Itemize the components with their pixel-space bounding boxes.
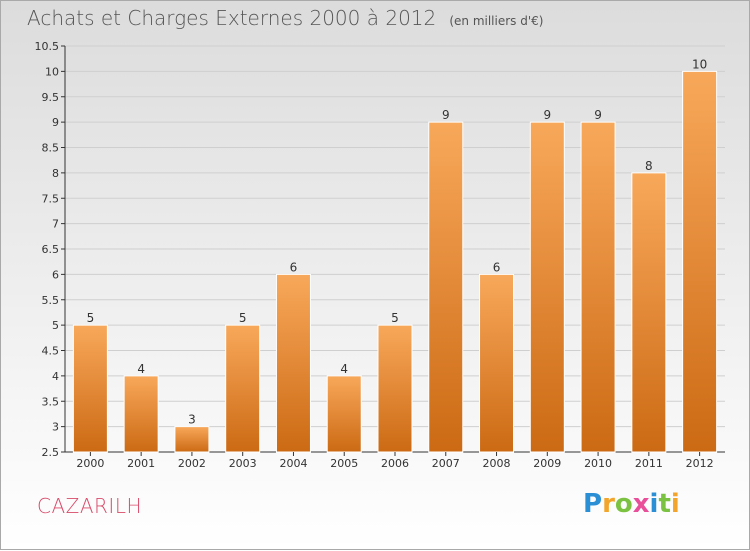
bar-value-label: 8 bbox=[645, 159, 653, 173]
bar-2006 bbox=[377, 324, 413, 453]
chart-subtitle: (en milliers d'€) bbox=[449, 14, 544, 28]
bar-value-label: 6 bbox=[493, 260, 501, 274]
bar-value-label: 9 bbox=[543, 108, 551, 122]
logo-letter: i bbox=[649, 489, 659, 519]
bar-2010 bbox=[580, 121, 616, 453]
x-tick-label: 2007 bbox=[432, 457, 460, 470]
bar-value-label: 5 bbox=[239, 311, 247, 325]
x-tick-label: 2011 bbox=[635, 457, 663, 470]
logo-letter: r bbox=[602, 489, 615, 519]
bar-2012 bbox=[682, 70, 718, 453]
bar-2000 bbox=[72, 324, 108, 453]
proxiti-logo[interactable]: Proxiti bbox=[583, 489, 680, 519]
bar-value-label: 3 bbox=[188, 413, 196, 427]
bar-2002 bbox=[174, 426, 210, 453]
x-tick-label: 2005 bbox=[330, 457, 358, 470]
logo-letter: i bbox=[670, 489, 680, 519]
x-tick-label: 2001 bbox=[127, 457, 155, 470]
y-tick-label: 9.5 bbox=[42, 91, 60, 104]
x-tick-label: 2004 bbox=[279, 457, 307, 470]
y-tick-label: 10 bbox=[45, 65, 59, 78]
bar-value-label: 5 bbox=[87, 311, 95, 325]
y-tick-label: 7 bbox=[52, 218, 59, 231]
x-tick-label: 2012 bbox=[686, 457, 714, 470]
commune-name: CAZARILH bbox=[37, 494, 143, 518]
y-tick-label: 7.5 bbox=[42, 192, 60, 205]
bar-2011 bbox=[631, 172, 667, 453]
bar-2001 bbox=[123, 375, 159, 453]
bar-2009 bbox=[529, 121, 565, 453]
x-tick-label: 2002 bbox=[178, 457, 206, 470]
y-tick-label: 9 bbox=[52, 116, 59, 129]
bar-2005 bbox=[326, 375, 362, 453]
bar-value-label: 9 bbox=[594, 108, 602, 122]
logo-letter: P bbox=[583, 489, 603, 519]
x-tick-label: 2009 bbox=[533, 457, 561, 470]
y-tick-label: 3 bbox=[52, 421, 59, 434]
y-tick-label: 8 bbox=[52, 167, 59, 180]
bar-2007 bbox=[428, 121, 464, 453]
bar-2004 bbox=[275, 273, 311, 453]
y-tick-label: 3.5 bbox=[42, 395, 60, 408]
y-tick-label: 5.5 bbox=[42, 294, 60, 307]
logo-letter: t bbox=[658, 489, 671, 519]
x-tick-label: 2008 bbox=[483, 457, 511, 470]
logo-letter: x bbox=[632, 489, 650, 519]
y-tick-label: 6.5 bbox=[42, 243, 60, 256]
x-tick-label: 2000 bbox=[76, 457, 104, 470]
y-tick-label: 5 bbox=[52, 319, 59, 332]
y-tick-label: 2.5 bbox=[42, 446, 60, 459]
bar-2003 bbox=[225, 324, 261, 453]
logo-letter: o bbox=[614, 489, 633, 519]
x-tick-label: 2010 bbox=[584, 457, 612, 470]
bar-value-label: 4 bbox=[340, 362, 348, 376]
y-tick-label: 6 bbox=[52, 268, 59, 281]
bar-2008 bbox=[479, 273, 515, 453]
title-row: Achats et Charges Externes 2000 à 2012 (… bbox=[27, 6, 543, 30]
bar-value-label: 9 bbox=[442, 108, 450, 122]
x-tick-label: 2006 bbox=[381, 457, 409, 470]
bar-value-label: 10 bbox=[692, 57, 707, 71]
chart-title: Achats et Charges Externes 2000 à 2012 bbox=[27, 6, 437, 30]
y-tick-label: 4.5 bbox=[42, 345, 60, 358]
bar-value-label: 6 bbox=[290, 260, 298, 274]
y-tick-label: 4 bbox=[52, 370, 59, 383]
bar-value-label: 5 bbox=[391, 311, 399, 325]
y-tick-label: 10.5 bbox=[35, 40, 60, 53]
x-tick-label: 2003 bbox=[229, 457, 257, 470]
bar-value-label: 4 bbox=[137, 362, 145, 376]
y-tick-label: 8.5 bbox=[42, 142, 60, 155]
